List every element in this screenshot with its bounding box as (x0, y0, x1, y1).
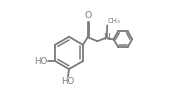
Text: CH₃: CH₃ (108, 18, 121, 24)
Text: O: O (85, 11, 92, 20)
Text: HO: HO (61, 77, 75, 86)
Text: HO: HO (34, 57, 48, 65)
Text: N: N (103, 33, 110, 42)
